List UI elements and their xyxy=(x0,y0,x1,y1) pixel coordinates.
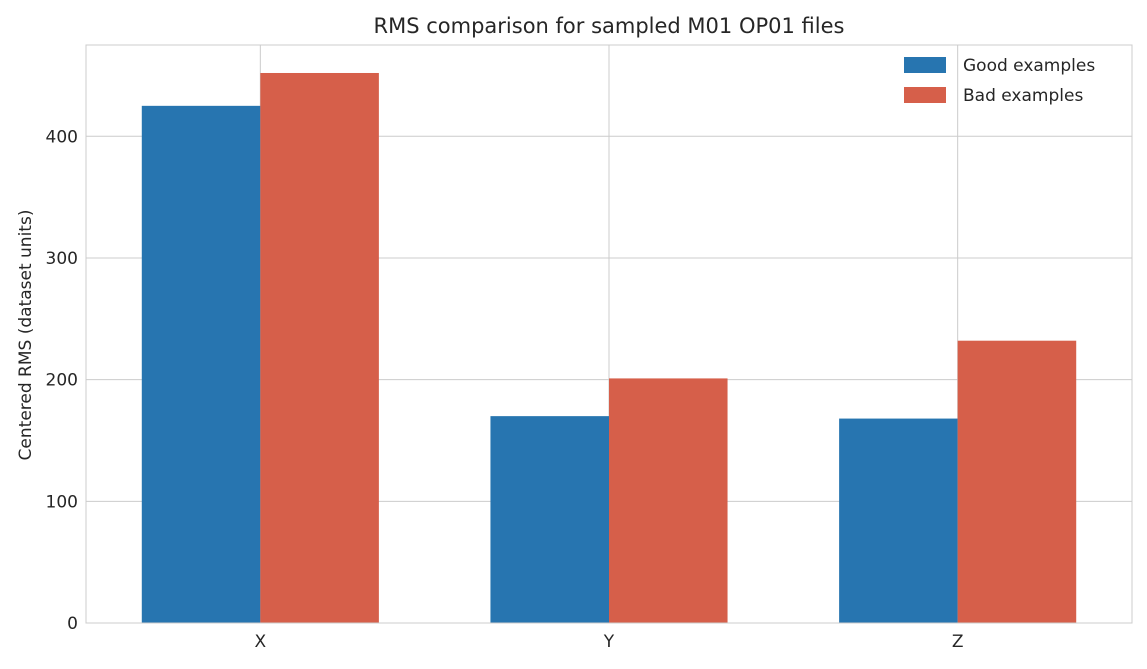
bar xyxy=(609,378,728,623)
bar xyxy=(490,416,609,623)
y-tick-label: 300 xyxy=(46,249,78,269)
x-tick-label: Y xyxy=(603,632,615,652)
y-axis-label: Centered RMS (dataset units) xyxy=(16,210,36,461)
y-tick-label: 200 xyxy=(46,371,78,391)
legend-swatch xyxy=(904,57,946,73)
x-tick-label: X xyxy=(255,632,267,652)
plot-frame xyxy=(85,44,1133,624)
legend: Good examples Bad examples xyxy=(904,56,1095,106)
x-tick-label: Z xyxy=(952,632,964,652)
bar xyxy=(141,105,261,623)
legend-label: Bad examples xyxy=(963,86,1083,106)
y-tick-label: 0 xyxy=(67,614,78,634)
bar xyxy=(839,418,958,623)
bars xyxy=(141,72,1077,623)
y-tick-label: 100 xyxy=(46,492,78,512)
legend-swatch xyxy=(904,87,946,103)
bar xyxy=(957,340,1077,623)
chart-title: RMS comparison for sampled M01 OP01 file… xyxy=(374,14,845,38)
tick-labels: 0 100 200 300 400 X Y Z xyxy=(46,127,964,652)
bar xyxy=(260,72,379,623)
y-tick-label: 400 xyxy=(46,127,78,147)
legend-label: Good examples xyxy=(963,56,1095,76)
